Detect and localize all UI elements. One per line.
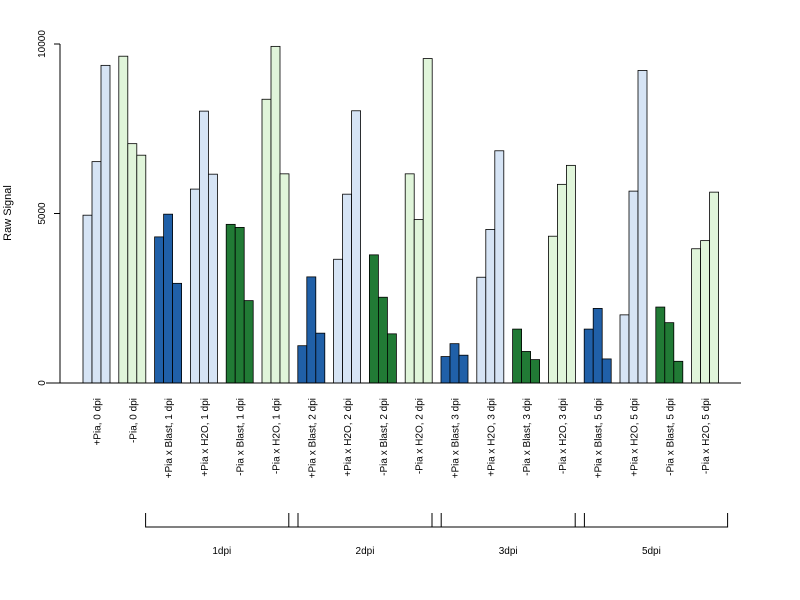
x-tick-label: -Pia x Blast, 5 dpi — [665, 398, 676, 476]
y-axis-label: Raw Signal — [2, 185, 14, 241]
bar — [458, 354, 469, 384]
x-tick-label: -Pia x H2O, 1 dpi — [272, 398, 283, 474]
bars — [82, 45, 719, 384]
bar — [422, 58, 433, 384]
bar — [530, 359, 540, 384]
group-bracket-label: 5dpi — [642, 546, 661, 557]
group-bracket — [431, 513, 585, 528]
x-tick-label: -Pia x Blast, 2 dpi — [379, 398, 390, 476]
bar — [198, 110, 209, 384]
bar — [189, 188, 200, 384]
bar — [413, 219, 424, 384]
group-brackets: 1dpi 2dpi 3dpi 5dpi — [145, 513, 729, 557]
group-bracket-label: 3dpi — [499, 546, 518, 557]
bar — [583, 328, 594, 384]
x-tick-labels: +Pia, 0 dpi -Pia, 0 dpi +Pia x Blast, 1 dp… — [93, 398, 713, 478]
y-tick-label: 10000 — [37, 30, 48, 58]
x-tick-label: +Pia x Blast, 1 dpi — [164, 398, 175, 478]
bar — [485, 229, 496, 384]
x-tick-label: -Pia x Blast, 3 dpi — [522, 398, 533, 476]
bar — [566, 164, 576, 384]
bar — [154, 236, 165, 384]
bar — [655, 306, 666, 384]
bar — [270, 45, 281, 384]
x-tick-label: +Pia x Blast, 2 dpi — [307, 398, 318, 478]
bar — [82, 214, 93, 384]
bar — [315, 332, 326, 384]
x-tick-label: +Pia x Blast, 5 dpi — [594, 398, 605, 478]
group-bracket — [288, 513, 442, 528]
bar — [279, 173, 290, 384]
bar — [494, 150, 505, 384]
bar — [377, 296, 388, 384]
bar — [306, 276, 317, 384]
bar — [521, 351, 531, 384]
group-bracket-label: 1dpi — [212, 546, 231, 557]
y-tick-label: 5000 — [37, 202, 48, 225]
bar — [628, 190, 639, 384]
bar — [476, 276, 487, 384]
bar — [207, 173, 218, 384]
x-tick-label: +Pia x H2O, 2 dpi — [343, 398, 354, 477]
bar — [127, 143, 138, 384]
x-tick-label: +Pia x H2O, 3 dpi — [486, 398, 497, 477]
group-bracket-label: 2dpi — [356, 546, 375, 557]
x-tick-label: +Pia x H2O, 5 dpi — [630, 398, 641, 477]
x-tick-label: -Pia x H2O, 5 dpi — [701, 398, 712, 474]
x-tick-label: +Pia x Blast, 3 dpi — [451, 398, 462, 478]
bar — [225, 223, 236, 384]
x-tick-label: -Pia, 0 dpi — [128, 398, 139, 443]
x-tick-label: -Pia x H2O, 2 dpi — [415, 398, 426, 474]
y-tick-label: 0 — [37, 380, 48, 386]
x-tick-label: +Pia x H2O, 1 dpi — [200, 398, 211, 477]
bar — [234, 226, 245, 384]
bar — [601, 358, 612, 384]
bar — [449, 343, 460, 384]
group-bracket — [574, 513, 729, 528]
bar — [91, 161, 102, 384]
bar — [664, 322, 675, 384]
bar — [512, 328, 522, 384]
x-tick-label: +Pia, 0 dpi — [93, 398, 104, 446]
bar — [619, 314, 630, 384]
bar — [100, 64, 111, 384]
bar — [261, 98, 272, 384]
y-axis: 0 5000 10000 — [37, 30, 61, 386]
group-bracket — [145, 513, 299, 528]
x-tick-label: -Pia x Blast, 1 dpi — [236, 398, 247, 476]
bar — [351, 110, 362, 384]
bar — [440, 356, 451, 384]
bar — [243, 300, 254, 384]
bar — [637, 70, 648, 384]
bar — [342, 193, 353, 384]
bar — [163, 213, 174, 384]
bar — [592, 308, 603, 384]
bar — [118, 55, 129, 384]
bar — [386, 333, 397, 384]
bar — [548, 235, 558, 384]
bar — [404, 173, 415, 384]
bar — [709, 191, 719, 384]
bar — [172, 282, 183, 384]
bar — [673, 360, 684, 384]
x-tick-label: -Pia x H2O, 3 dpi — [558, 398, 569, 474]
bar — [557, 183, 567, 384]
bar — [297, 345, 308, 384]
bar — [691, 248, 701, 384]
bar — [136, 154, 147, 384]
bar — [333, 258, 344, 384]
bar — [700, 240, 710, 384]
bar — [368, 254, 379, 384]
